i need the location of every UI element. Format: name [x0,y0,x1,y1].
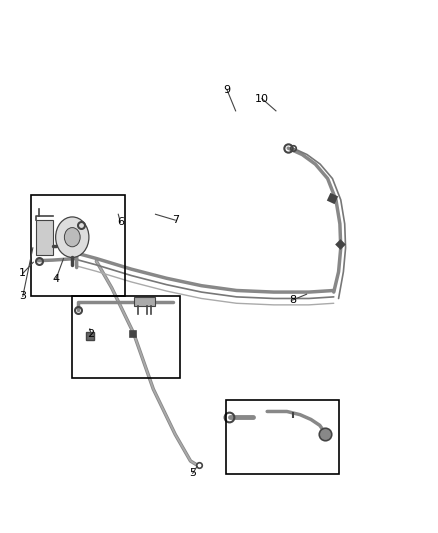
Bar [36,220,53,255]
Text: 10: 10 [255,94,269,103]
Circle shape [56,217,89,257]
Text: 3: 3 [19,292,26,301]
Text: 1: 1 [19,269,26,278]
Text: 7: 7 [172,215,179,225]
Bar [72,296,180,378]
Text: 8: 8 [289,295,296,305]
Text: 2: 2 [88,329,95,339]
Text: 5: 5 [189,469,196,478]
Text: 4: 4 [53,274,60,284]
Text: 9: 9 [223,85,230,94]
Bar [31,195,125,296]
Circle shape [64,228,80,247]
Bar [134,297,155,306]
Text: 6: 6 [117,217,124,227]
Bar [226,400,339,474]
